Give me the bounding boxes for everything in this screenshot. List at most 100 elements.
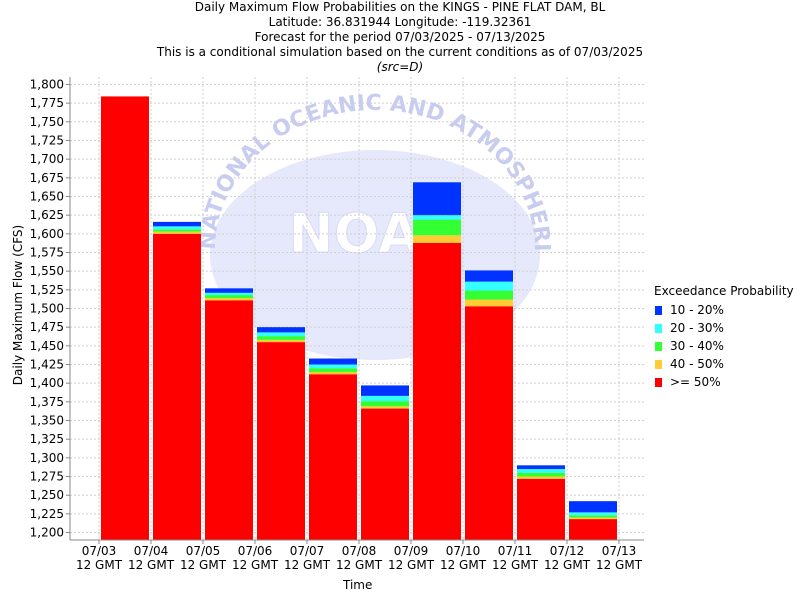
legend-swatch <box>655 305 662 315</box>
bar-segment-10-20 <box>309 358 357 365</box>
bar-segment-40-50 <box>569 517 617 520</box>
bar-segment-50-plus <box>361 408 409 540</box>
x-tick-label-time: 12 GMT <box>232 558 279 572</box>
bar-segment-40-50 <box>413 235 461 243</box>
y-tick-label: 1,775 <box>30 96 64 110</box>
legend-item-10-20: 10 - 20% <box>654 301 794 319</box>
x-tick-label-time: 12 GMT <box>76 558 123 572</box>
bar-segment-40-50 <box>257 339 305 343</box>
bar-segment-10-20 <box>569 501 617 513</box>
x-tick-label-time: 12 GMT <box>180 558 227 572</box>
x-tick-label-date: 07/09 <box>394 544 429 558</box>
chart-subtitle-period: Forecast for the period 07/03/2025 - 07/… <box>254 30 546 44</box>
x-tick-label-date: 07/06 <box>238 544 273 558</box>
y-tick-label: 1,225 <box>30 507 64 521</box>
bar-segment-20-30 <box>257 332 305 337</box>
x-tick-label-date: 07/11 <box>498 544 533 558</box>
bar-segment-20-30 <box>153 226 201 230</box>
bar-segment-50-plus <box>205 300 253 540</box>
y-tick-label: 1,400 <box>30 376 64 390</box>
legend-label: 30 - 40% <box>670 339 724 353</box>
bar-segment-50-plus <box>517 478 565 540</box>
x-tick-label-date: 07/10 <box>446 544 481 558</box>
y-tick-label: 1,300 <box>30 451 64 465</box>
bar-segment-50-plus <box>101 96 149 540</box>
bar-segment-30-40 <box>465 290 513 300</box>
y-tick-label: 1,375 <box>30 395 64 409</box>
y-tick-label: 1,250 <box>30 488 64 502</box>
y-tick-label: 1,750 <box>30 115 64 129</box>
bar-segment-30-40 <box>205 295 253 299</box>
bar-segment-30-40 <box>413 219 461 236</box>
bar-segment-20-30 <box>309 364 357 369</box>
bar-segment-10-20 <box>413 182 461 216</box>
chart-subtitle-condition: This is a conditional simulation based o… <box>156 45 644 59</box>
legend-label: 40 - 50% <box>670 357 724 371</box>
bar-segment-10-20 <box>257 327 305 333</box>
x-tick-label-date: 07/05 <box>186 544 221 558</box>
y-tick-label: 1,350 <box>30 414 64 428</box>
bar-segment-50-plus <box>465 306 513 540</box>
bar-segment-40-50 <box>361 406 409 409</box>
bar-segment-30-40 <box>361 401 409 407</box>
y-tick-label: 1,425 <box>30 358 64 372</box>
x-tick-label-time: 12 GMT <box>544 558 591 572</box>
x-tick-label-date: 07/12 <box>550 544 585 558</box>
legend-swatch <box>655 323 662 333</box>
y-tick-label: 1,450 <box>30 339 64 353</box>
x-tick-label-time: 12 GMT <box>596 558 643 572</box>
bar-segment-50-plus <box>569 519 617 540</box>
legend-label: 20 - 30% <box>670 321 724 335</box>
y-tick-label: 1,475 <box>30 320 64 334</box>
chart-title: Daily Maximum Flow Probabilities on the … <box>194 0 606 14</box>
legend-item-20-30: 20 - 30% <box>654 319 794 337</box>
bar-segment-10-20 <box>205 288 253 293</box>
x-tick-label-time: 12 GMT <box>388 558 435 572</box>
y-tick-label: 1,275 <box>30 470 64 484</box>
x-tick-label-date: 07/04 <box>134 544 169 558</box>
bar-segment-50-plus <box>413 242 461 540</box>
grid-lines <box>70 77 644 540</box>
y-tick-label: 1,550 <box>30 264 64 278</box>
bar-segment-50-plus <box>309 374 357 540</box>
legend-swatch <box>655 377 662 387</box>
x-tick-label-date: 07/03 <box>82 544 117 558</box>
bar-segment-40-50 <box>309 371 357 375</box>
bar-segment-20-30 <box>361 395 409 402</box>
y-tick-label: 1,525 <box>30 283 64 297</box>
bar-segment-50-plus <box>153 233 201 541</box>
x-tick-label-time: 12 GMT <box>492 558 539 572</box>
legend-label: >= 50% <box>670 375 721 389</box>
bar-segment-10-20 <box>361 385 409 396</box>
bar-segment-20-30 <box>205 292 253 296</box>
x-tick-label-time: 12 GMT <box>440 558 487 572</box>
bars <box>101 96 617 541</box>
y-tick-label: 1,675 <box>30 171 64 185</box>
x-tick-label-time: 12 GMT <box>128 558 175 572</box>
legend: Exceedance Probability 10 - 20% 20 - 30%… <box>654 284 794 391</box>
legend-swatch <box>655 359 662 369</box>
bar-segment-50-plus <box>257 342 305 540</box>
bar-segment-40-50 <box>153 231 201 234</box>
legend-item-30-40: 30 - 40% <box>654 337 794 355</box>
bar-segment-20-30 <box>517 469 565 473</box>
bar-segment-20-30 <box>465 281 513 291</box>
chart-titles: Daily Maximum Flow Probabilities on the … <box>0 0 800 75</box>
bar-segment-40-50 <box>517 476 565 479</box>
bar-segment-20-30 <box>569 512 617 516</box>
x-tick-label-date: 07/07 <box>290 544 325 558</box>
legend-item-50-plus: >= 50% <box>654 373 794 391</box>
legend-label: 10 - 20% <box>670 303 724 317</box>
bar-segment-10-20 <box>153 221 201 227</box>
x-tick-label-date: 07/08 <box>342 544 377 558</box>
bar-segment-10-20 <box>517 465 565 470</box>
bar-segment-20-30 <box>413 215 461 220</box>
y-tick-label: 1,700 <box>30 152 64 166</box>
x-axis-title: Time <box>343 578 373 592</box>
y-tick-label: 1,800 <box>30 77 64 91</box>
bar-segment-30-40 <box>309 368 357 372</box>
bar-segment-30-40 <box>153 229 201 232</box>
bar-segment-30-40 <box>517 472 565 477</box>
